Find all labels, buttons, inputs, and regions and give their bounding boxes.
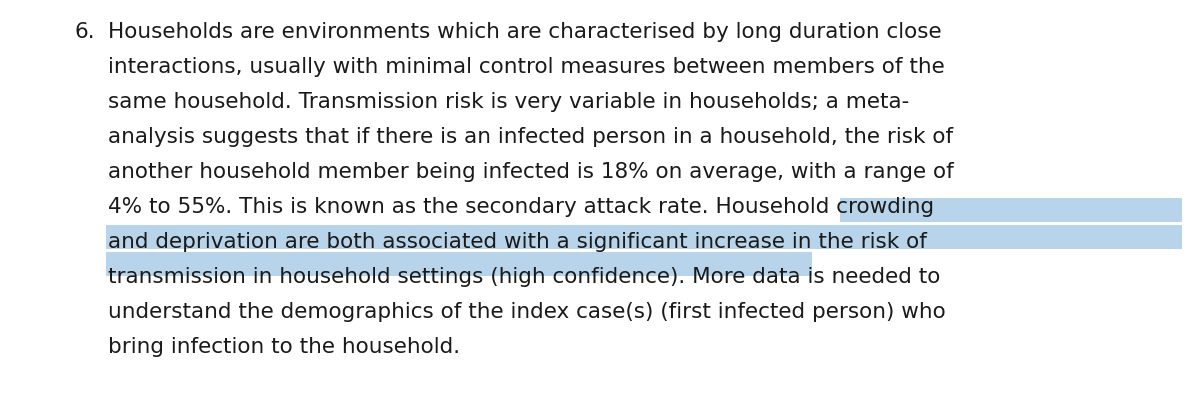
Text: 6.: 6. (74, 22, 96, 42)
Text: and deprivation are both associated with a significant increase in the risk of: and deprivation are both associated with… (108, 232, 926, 252)
Text: Households are environments which are characterised by long duration close: Households are environments which are ch… (108, 22, 942, 42)
Text: understand the demographics of the index case(s) (first infected person) who: understand the demographics of the index… (108, 302, 946, 322)
Bar (840, 198, 1182, 222)
Text: same household. Transmission risk is very variable in households; a meta-: same household. Transmission risk is ver… (108, 92, 910, 112)
Text: another household member being infected is 18% on average, with a range of: another household member being infected … (108, 162, 954, 182)
Bar (106, 252, 812, 276)
Text: 4% to 55%. This is known as the secondary attack rate. Household crowding: 4% to 55%. This is known as the secondar… (108, 197, 934, 217)
Bar (106, 225, 1182, 249)
Text: bring infection to the household.: bring infection to the household. (108, 337, 460, 357)
Text: transmission in household settings (high confidence). More data is needed to: transmission in household settings (high… (108, 267, 941, 287)
Text: interactions, usually with minimal control measures between members of the: interactions, usually with minimal contr… (108, 57, 944, 77)
Text: analysis suggests that if there is an infected person in a household, the risk o: analysis suggests that if there is an in… (108, 127, 953, 147)
